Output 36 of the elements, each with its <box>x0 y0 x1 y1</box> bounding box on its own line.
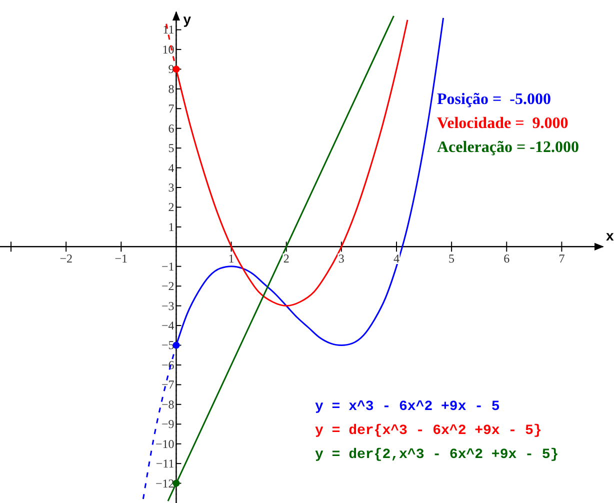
y-tick-label: −5 <box>161 338 174 352</box>
text: y = x^3 - 6x^2 +9x - 5 <box>315 399 500 415</box>
text: y = der{x^3 - 6x^2 +9x - 5} <box>315 423 542 439</box>
annotation: Velocidade = 9.000 <box>437 115 568 132</box>
annotation: Posição = -5.000 <box>437 91 551 108</box>
x-tick-label: 3 <box>338 252 344 266</box>
y-tick-label: −11 <box>156 456 174 471</box>
y-tick-label: −10 <box>155 436 174 451</box>
y-tick-label: 4 <box>168 160 174 175</box>
x-tick-label: 7 <box>558 252 565 266</box>
y-tick-label: −3 <box>161 298 174 313</box>
x-tick-label: 5 <box>448 252 455 266</box>
x-tick-label: −2 <box>60 252 72 266</box>
x-axis-title: x <box>606 228 614 244</box>
x-tick-label: 6 <box>504 252 510 266</box>
y-tick-label: 3 <box>168 180 174 194</box>
y-tick-label: −9 <box>161 417 174 432</box>
y-tick-label: 1 <box>168 220 174 234</box>
x-tick-label: −1 <box>114 252 128 266</box>
y-tick-label: −4 <box>161 318 174 333</box>
y-tick-label: −2 <box>161 279 174 294</box>
x-tick-label: 2 <box>283 252 290 266</box>
y-axis-title: y <box>183 11 192 27</box>
y-tick-label: 10 <box>162 42 174 56</box>
y-tick-label: −8 <box>161 397 174 412</box>
y-tick-label: 8 <box>168 82 174 96</box>
y-tick-label: −12 <box>155 476 174 490</box>
text: y = der{2,x^3 - 6x^2 +9x - 5} <box>315 447 559 463</box>
y-tick-label: 6 <box>168 121 174 136</box>
annotation: Aceleração = -12.000 <box>437 139 579 156</box>
y-tick-label: −7 <box>161 378 174 392</box>
x-tick-label: 1 <box>228 252 234 266</box>
y-tick-label: 7 <box>168 102 174 116</box>
y-tick-label: 2 <box>168 200 174 214</box>
y-tick-label: 5 <box>168 141 174 156</box>
y-tick-label: 11 <box>162 22 174 37</box>
